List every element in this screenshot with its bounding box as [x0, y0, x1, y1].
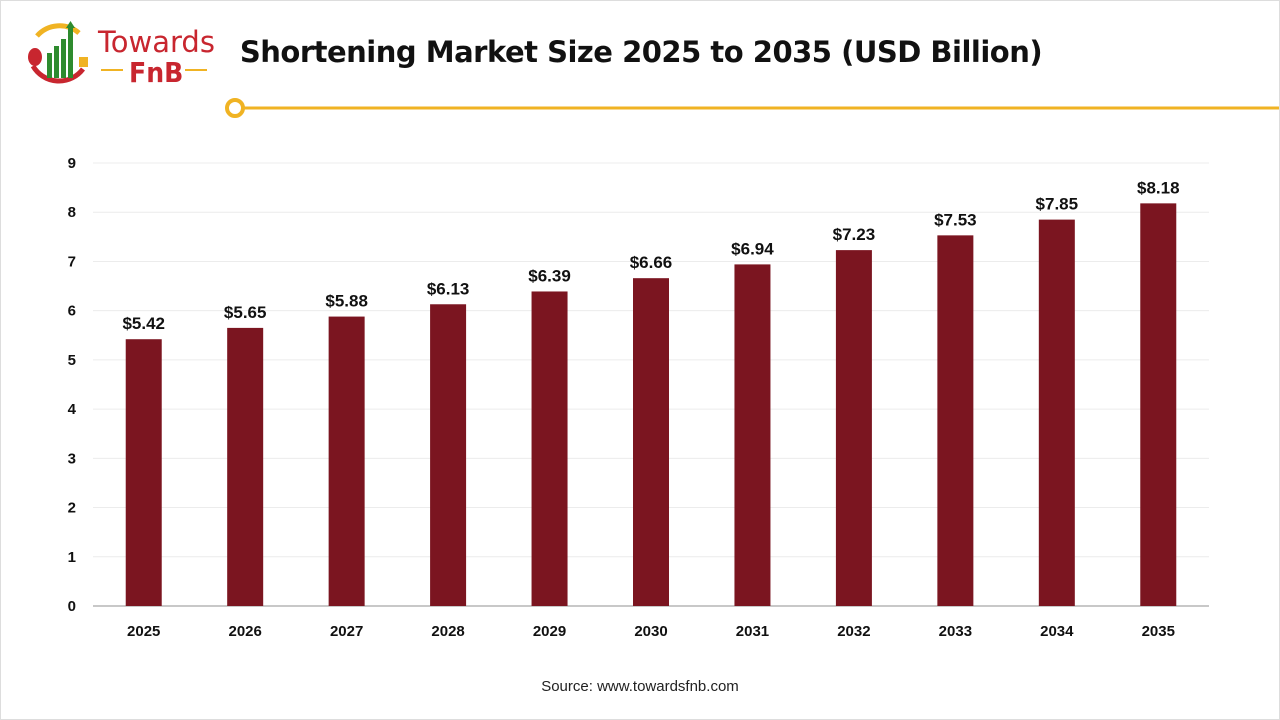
data-label: $7.85 [1036, 195, 1079, 214]
bar [633, 278, 669, 606]
y-tick-label: 1 [68, 549, 76, 566]
x-tick-label: 2033 [939, 623, 972, 640]
bar [734, 264, 771, 606]
bar [430, 304, 467, 606]
data-label: $7.53 [934, 210, 977, 229]
y-tick-label: 7 [68, 253, 76, 270]
logo-dashes [101, 69, 207, 71]
y-tick-label: 3 [68, 450, 76, 467]
x-tick-label: 2030 [634, 623, 667, 640]
bar [937, 235, 974, 606]
data-label: $7.23 [833, 225, 876, 244]
y-tick-label: 2 [68, 500, 76, 517]
x-tick-label: 2029 [533, 623, 566, 640]
x-tick-label: 2032 [837, 623, 870, 640]
x-tick-label: 2026 [228, 623, 261, 640]
y-tick-label: 9 [68, 155, 76, 172]
y-tick-label: 4 [68, 401, 77, 418]
data-label: $5.88 [325, 292, 368, 311]
logo-subtext: FnB [129, 56, 184, 89]
data-label: $5.42 [122, 314, 165, 333]
y-tick-label: 6 [68, 303, 76, 320]
bar [835, 250, 872, 606]
bar [1038, 219, 1075, 606]
data-label: $6.94 [731, 239, 774, 258]
bar [227, 327, 264, 606]
data-label: $6.13 [427, 279, 470, 298]
y-tick-label: 5 [68, 352, 76, 369]
title-underline [225, 98, 1279, 118]
x-tick-label: 2028 [431, 623, 464, 640]
bar [1140, 203, 1177, 606]
y-tick-label: 8 [68, 204, 76, 221]
source-text: Source: www.towardsfnb.com [541, 678, 739, 695]
x-tick-label: 2027 [330, 623, 363, 640]
logo-text: Towards [98, 25, 215, 59]
data-label: $5.65 [224, 303, 267, 322]
x-tick-label: 2034 [1040, 623, 1074, 640]
logo-icon [28, 21, 88, 84]
x-tick-label: 2031 [736, 623, 769, 640]
bar [531, 291, 568, 606]
bar [328, 316, 365, 606]
data-label: $6.66 [630, 253, 673, 272]
x-tick-label: 2025 [127, 623, 160, 640]
data-label: $8.18 [1137, 178, 1180, 197]
bar [125, 339, 162, 606]
x-tick-label: 2035 [1142, 623, 1175, 640]
chart-title: Shortening Market Size 2025 to 2035 (USD… [239, 35, 1043, 69]
data-label: $6.39 [528, 266, 571, 285]
y-tick-label: 0 [68, 598, 76, 615]
